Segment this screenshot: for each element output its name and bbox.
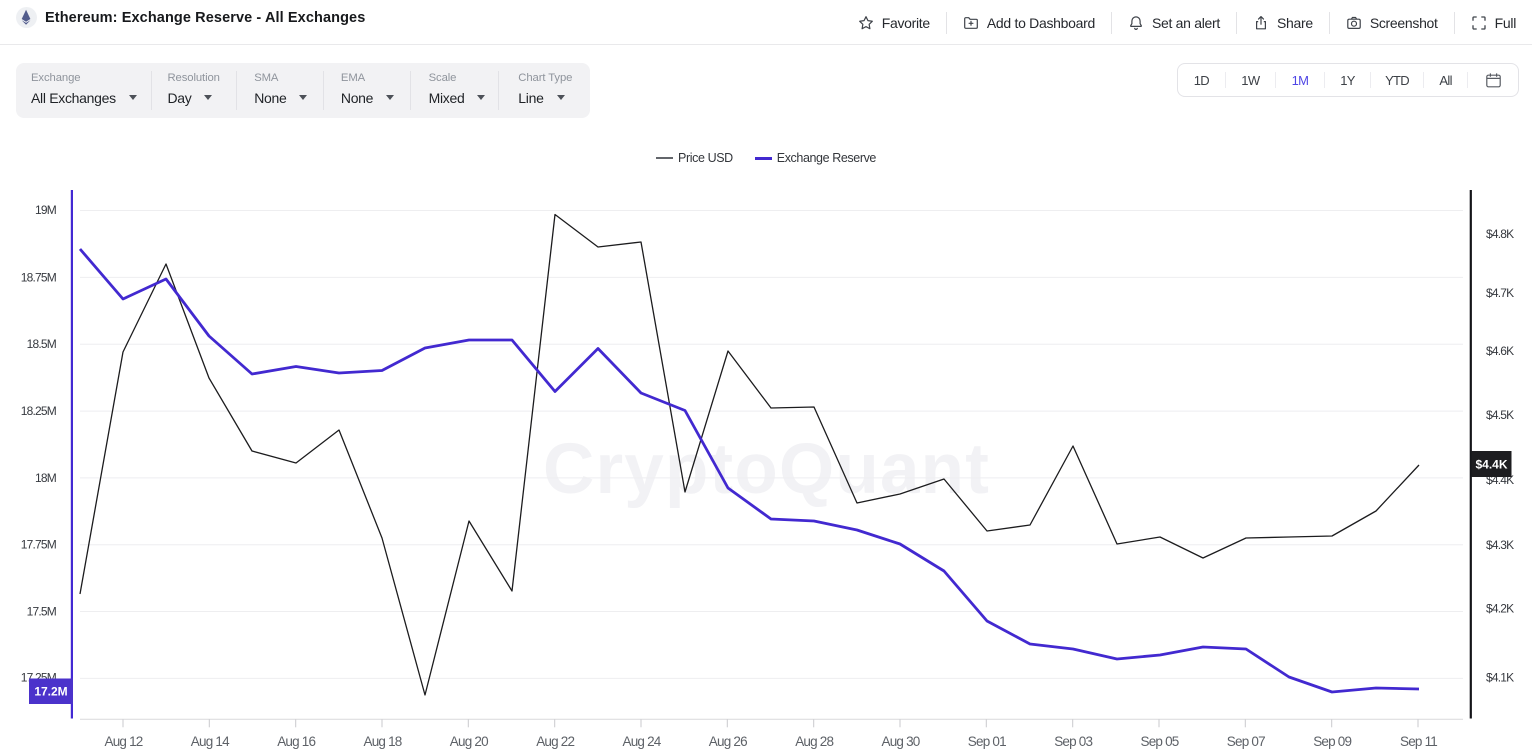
svg-text:$4.1K: $4.1K: [1486, 671, 1514, 685]
svg-text:17.75M: 17.75M: [21, 538, 57, 552]
svg-text:Sep 05: Sep 05: [1141, 734, 1179, 749]
svg-text:Sep 09: Sep 09: [1313, 734, 1351, 749]
svg-text:Aug 26: Aug 26: [709, 734, 747, 749]
svg-text:Sep 01: Sep 01: [968, 734, 1006, 749]
svg-text:Aug 24: Aug 24: [623, 734, 662, 749]
svg-text:Aug 30: Aug 30: [882, 734, 920, 749]
svg-text:17.2M: 17.2M: [34, 685, 67, 699]
svg-text:18.5M: 18.5M: [27, 337, 57, 351]
svg-text:Aug 16: Aug 16: [277, 734, 315, 749]
svg-text:Aug 20: Aug 20: [450, 734, 488, 749]
svg-text:Aug 12: Aug 12: [105, 734, 143, 749]
svg-text:Aug 18: Aug 18: [364, 734, 402, 749]
svg-text:17.5M: 17.5M: [27, 605, 57, 619]
svg-text:Aug 22: Aug 22: [536, 734, 574, 749]
svg-text:18.25M: 18.25M: [21, 404, 57, 418]
svg-text:$4.4K: $4.4K: [1475, 458, 1507, 472]
svg-text:18M: 18M: [35, 471, 57, 485]
svg-text:$4.8K: $4.8K: [1486, 227, 1514, 241]
svg-text:$4.2K: $4.2K: [1486, 602, 1514, 616]
svg-text:Aug 28: Aug 28: [795, 734, 833, 749]
svg-text:$4.5K: $4.5K: [1486, 408, 1514, 422]
svg-text:18.75M: 18.75M: [21, 270, 57, 284]
svg-text:Aug 14: Aug 14: [191, 734, 230, 749]
svg-text:Sep 03: Sep 03: [1054, 734, 1092, 749]
svg-text:Sep 07: Sep 07: [1227, 734, 1265, 749]
svg-text:Sep 11: Sep 11: [1400, 734, 1437, 749]
svg-text:$4.6K: $4.6K: [1486, 344, 1514, 358]
svg-text:$4.7K: $4.7K: [1486, 286, 1514, 300]
svg-text:19M: 19M: [35, 203, 57, 217]
svg-text:$4.3K: $4.3K: [1486, 538, 1514, 552]
